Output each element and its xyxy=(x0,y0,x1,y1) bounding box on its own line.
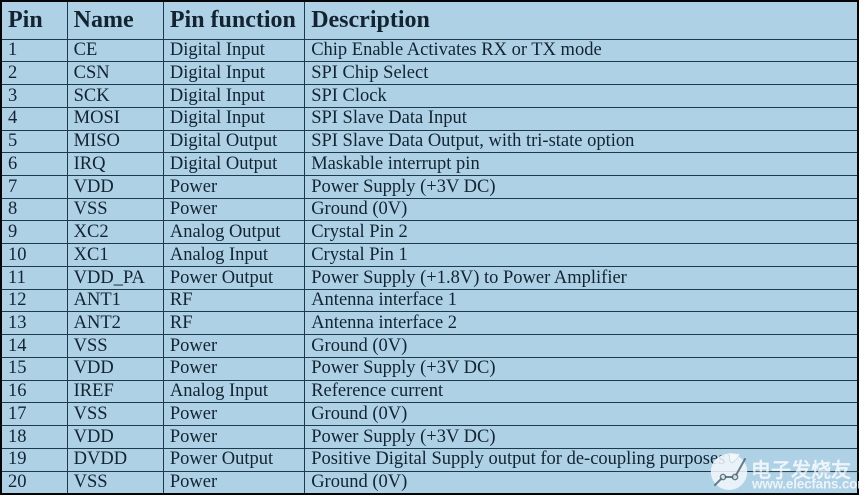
svg-text:www.elecfans.com: www.elecfans.com xyxy=(751,477,859,492)
